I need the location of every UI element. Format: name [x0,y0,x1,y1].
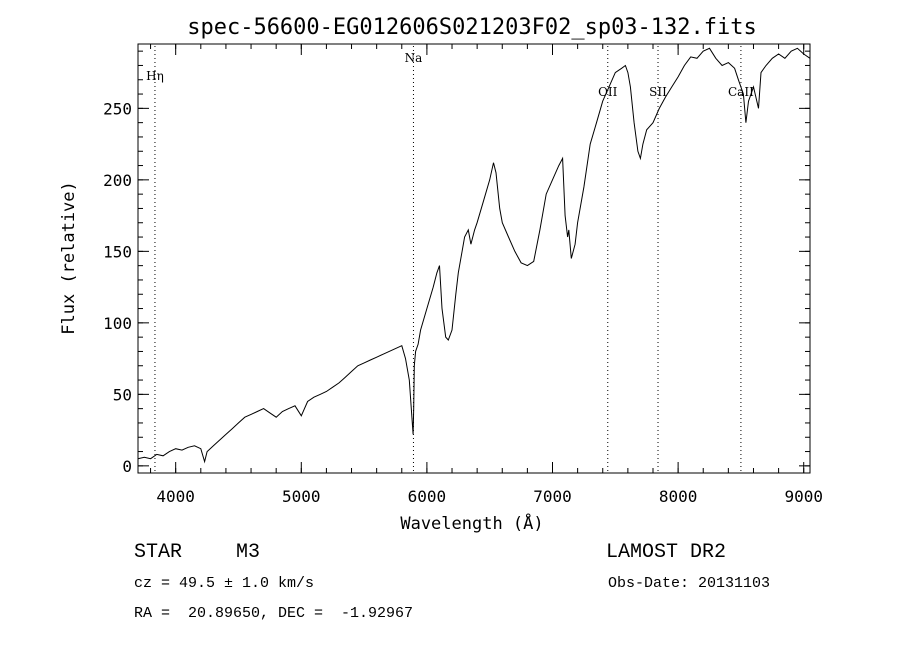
annotation-label: CaII [728,85,754,99]
y-tick-label: 100 [103,314,132,333]
x-axis: 4000 5000 6000 7000 8000 9000 [150,44,823,506]
object-class: STAR [134,541,183,564]
annotation-label: SII [649,85,667,99]
x-tick-label: 8000 [659,487,698,506]
x-tick-label: 6000 [408,487,447,506]
x-axis-label: Wavelength (Å) [400,512,543,534]
spectrum-line [137,47,811,464]
annotation-label: Na [405,51,423,65]
y-axis: 0 50 100 150 200 250 [103,50,810,476]
redshift-velocity: cz = 49.5 ± 1.0 km/s [134,575,315,592]
plot-frame [137,43,811,474]
observation-date: Obs-Date: 20131103 [608,575,771,592]
y-tick-label: 150 [103,242,132,261]
annotation-label: OII [598,85,618,99]
y-axis-label: Flux (relative) [59,181,79,335]
y-tick-label: 0 [122,457,132,476]
object-subclass: M3 [236,541,261,564]
x-tick-label: 9000 [784,487,823,506]
x-tick-label: 5000 [282,487,321,506]
y-tick-label: 200 [103,171,132,190]
coordinates: RA = 20.89650, DEC = -1.92967 [134,605,414,622]
survey-name: LAMOST DR2 [606,541,727,564]
x-tick-label: 4000 [156,487,195,506]
x-tick-label: 7000 [533,487,572,506]
y-tick-label: 250 [103,99,132,118]
annotation-label: Hη [146,69,164,83]
annotation-lines [154,46,742,473]
y-tick-label: 50 [113,385,132,404]
annotation-labels: Hη Na OII SII CaII [146,51,754,99]
chart-title: spec-56600-EG012606S021203F02_sp03-132.f… [187,15,757,40]
